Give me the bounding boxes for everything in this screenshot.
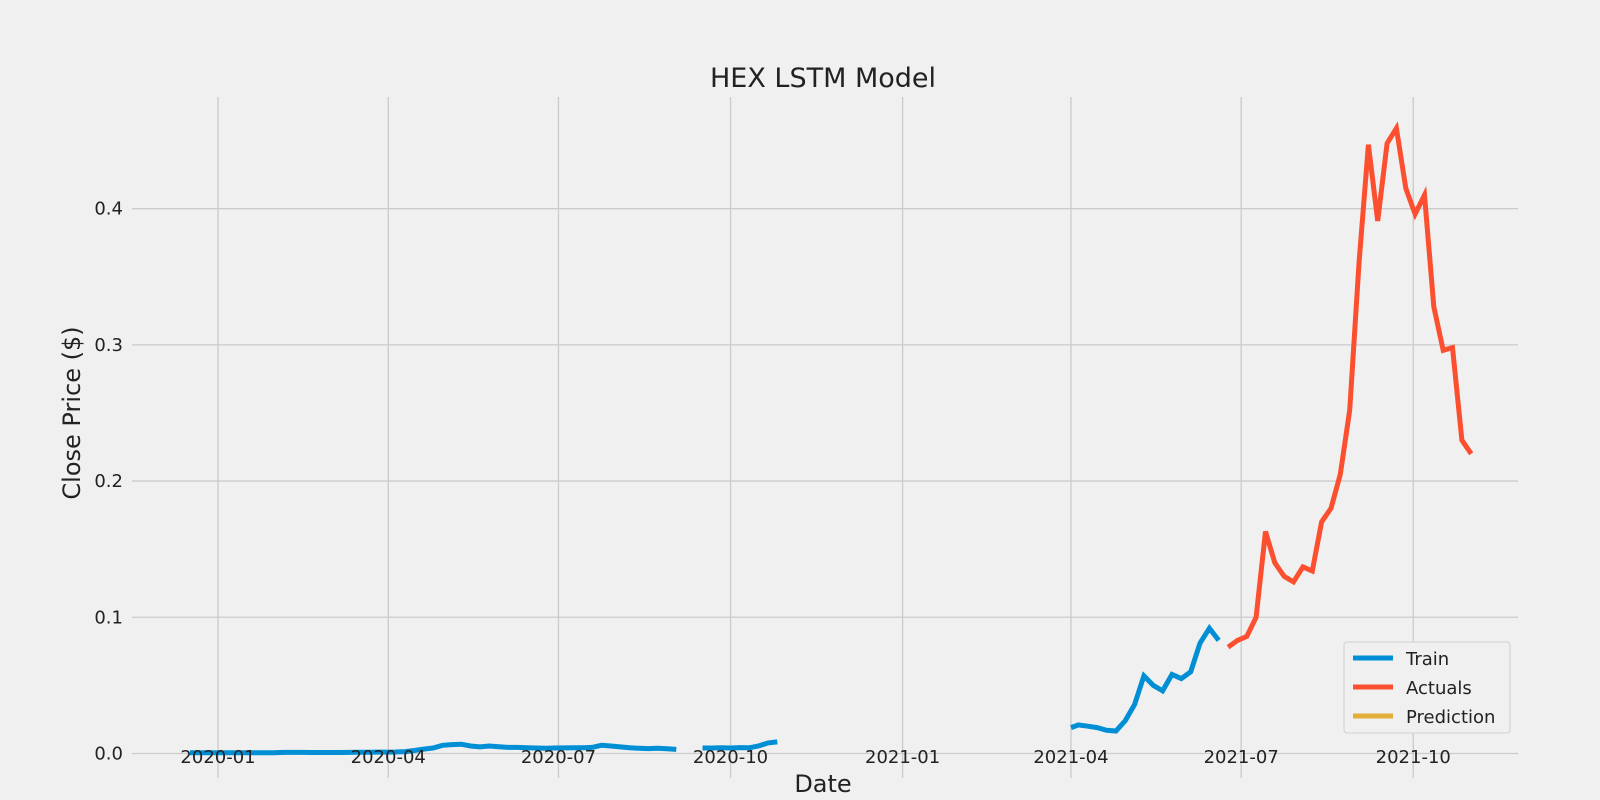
x-tick-label: 2021-04 bbox=[1033, 747, 1108, 768]
series-train-line bbox=[190, 741, 677, 756]
y-tick-label: 0.2 bbox=[94, 471, 123, 492]
x-tick-label: 2020-04 bbox=[351, 747, 426, 768]
legend-label-train: Train bbox=[1405, 649, 1449, 670]
y-tick-label: 0.1 bbox=[94, 607, 123, 628]
series-lines bbox=[190, 121, 1474, 756]
chart-title: HEX LSTM Model bbox=[710, 63, 936, 94]
legend-label-prediction: Prediction bbox=[1406, 707, 1495, 728]
y-tick-label: 0.4 bbox=[94, 199, 123, 220]
x-axis-label: Date bbox=[794, 770, 851, 798]
y-tick-labels: 0.0 0.1 0.2 0.3 0.4 bbox=[94, 199, 123, 765]
x-tick-label: 2020-01 bbox=[180, 747, 255, 768]
series-train-line bbox=[1070, 623, 1221, 734]
x-tick-label: 2020-07 bbox=[521, 747, 596, 768]
y-axis-label: Close Price ($) bbox=[58, 326, 86, 499]
y-tick-label: 0.0 bbox=[94, 743, 123, 764]
legend-label-actuals: Actuals bbox=[1406, 678, 1472, 699]
series-train-line bbox=[702, 739, 778, 751]
legend-box bbox=[1343, 641, 1511, 734]
x-tick-label: 2021-07 bbox=[1204, 747, 1279, 768]
series-actuals-line bbox=[1226, 121, 1474, 650]
x-tick-label: 2020-10 bbox=[693, 747, 768, 768]
x-tick-labels: 2020-01 2020-04 2020-07 2020-10 2021-01 2021-… bbox=[180, 747, 1450, 768]
y-tick-label: 0.3 bbox=[94, 335, 123, 356]
x-tick-label: 2021-01 bbox=[865, 747, 940, 768]
x-tick-label: 2021-10 bbox=[1376, 747, 1451, 768]
legend: Train Actuals Prediction bbox=[1343, 641, 1511, 734]
